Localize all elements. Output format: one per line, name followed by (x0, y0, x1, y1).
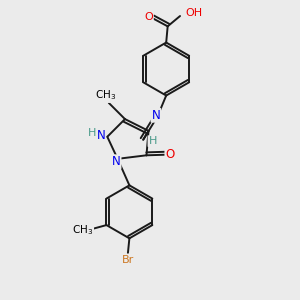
Text: CH$_3$: CH$_3$ (72, 224, 94, 237)
Text: N: N (112, 155, 121, 168)
Text: O: O (144, 12, 153, 22)
Text: H: H (148, 136, 157, 146)
Text: Br: Br (122, 254, 134, 265)
Text: O: O (165, 148, 175, 161)
Text: OH: OH (185, 8, 203, 18)
Text: H: H (88, 128, 96, 138)
Text: N: N (152, 109, 160, 122)
Text: CH$_3$: CH$_3$ (94, 88, 116, 102)
Text: N: N (97, 129, 105, 142)
